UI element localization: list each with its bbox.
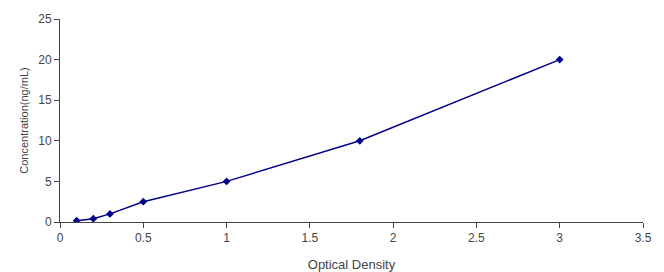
svg-text:1.5: 1.5 (302, 231, 319, 245)
svg-text:Optical Density: Optical Density (308, 257, 396, 272)
svg-text:10: 10 (38, 134, 52, 148)
svg-text:1: 1 (223, 231, 230, 245)
svg-text:3: 3 (556, 231, 563, 245)
svg-text:0: 0 (45, 215, 52, 229)
svg-text:20: 20 (38, 53, 52, 67)
svg-text:3.5: 3.5 (635, 231, 652, 245)
svg-text:25: 25 (38, 12, 52, 26)
svg-text:15: 15 (38, 93, 52, 107)
svg-text:5: 5 (45, 175, 52, 189)
svg-text:0: 0 (57, 231, 64, 245)
svg-text:Concentration(ng/mL): Concentration(ng/mL) (18, 67, 30, 173)
svg-text:2: 2 (390, 231, 397, 245)
svg-text:2.5: 2.5 (468, 231, 485, 245)
svg-text:0.5: 0.5 (135, 231, 152, 245)
